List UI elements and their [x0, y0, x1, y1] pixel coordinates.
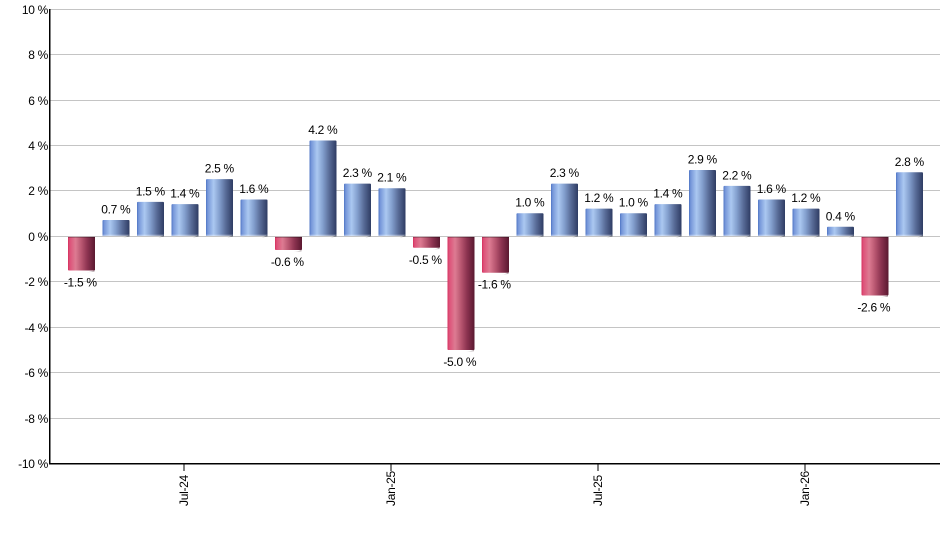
svg-text:1.6 %: 1.6 %	[757, 182, 787, 196]
svg-text:1.6 %: 1.6 %	[239, 182, 269, 196]
svg-text:8 %: 8 %	[28, 48, 48, 62]
svg-text:-6 %: -6 %	[25, 366, 49, 380]
svg-text:1.0 %: 1.0 %	[619, 196, 649, 210]
svg-text:2.2 %: 2.2 %	[722, 168, 752, 182]
svg-text:4.2 %: 4.2 %	[308, 123, 338, 137]
svg-text:2 %: 2 %	[28, 184, 48, 198]
svg-text:0.7 %: 0.7 %	[101, 203, 131, 217]
svg-text:0 %: 0 %	[28, 230, 48, 244]
svg-text:Jan-25: Jan-25	[384, 470, 398, 506]
svg-text:2.1 %: 2.1 %	[377, 171, 407, 185]
svg-text:1.0 %: 1.0 %	[515, 196, 545, 210]
svg-text:2.3 %: 2.3 %	[550, 166, 580, 180]
svg-text:1.4 %: 1.4 %	[170, 187, 200, 201]
svg-text:-0.6 %: -0.6 %	[271, 255, 305, 269]
svg-text:-10 %: -10 %	[18, 457, 48, 471]
svg-text:-8 %: -8 %	[25, 412, 49, 426]
svg-text:1.5 %: 1.5 %	[136, 184, 166, 198]
svg-text:-4 %: -4 %	[25, 321, 49, 335]
svg-text:2.9 %: 2.9 %	[688, 153, 718, 167]
svg-text:-2 %: -2 %	[25, 275, 49, 289]
svg-text:1.2 %: 1.2 %	[584, 191, 614, 205]
svg-text:-1.5 %: -1.5 %	[64, 275, 98, 289]
svg-text:1.4 %: 1.4 %	[653, 187, 683, 201]
svg-text:2.3 %: 2.3 %	[343, 166, 373, 180]
svg-text:Jan-26: Jan-26	[798, 470, 812, 506]
svg-text:2.5 %: 2.5 %	[205, 162, 235, 176]
svg-text:6 %: 6 %	[28, 94, 48, 108]
svg-text:4 %: 4 %	[28, 139, 48, 153]
svg-text:1.2 %: 1.2 %	[791, 191, 821, 205]
svg-text:Jul-25: Jul-25	[591, 474, 605, 506]
svg-text:-5.0 %: -5.0 %	[443, 355, 477, 369]
svg-text:-0.5 %: -0.5 %	[409, 253, 443, 267]
svg-text:-1.6 %: -1.6 %	[478, 278, 512, 292]
svg-text:-2.6 %: -2.6 %	[857, 300, 891, 314]
svg-text:10 %: 10 %	[22, 3, 49, 17]
svg-text:Jul-24: Jul-24	[177, 474, 191, 506]
svg-text:0.4 %: 0.4 %	[826, 209, 856, 223]
svg-text:2.8 %: 2.8 %	[895, 155, 925, 169]
